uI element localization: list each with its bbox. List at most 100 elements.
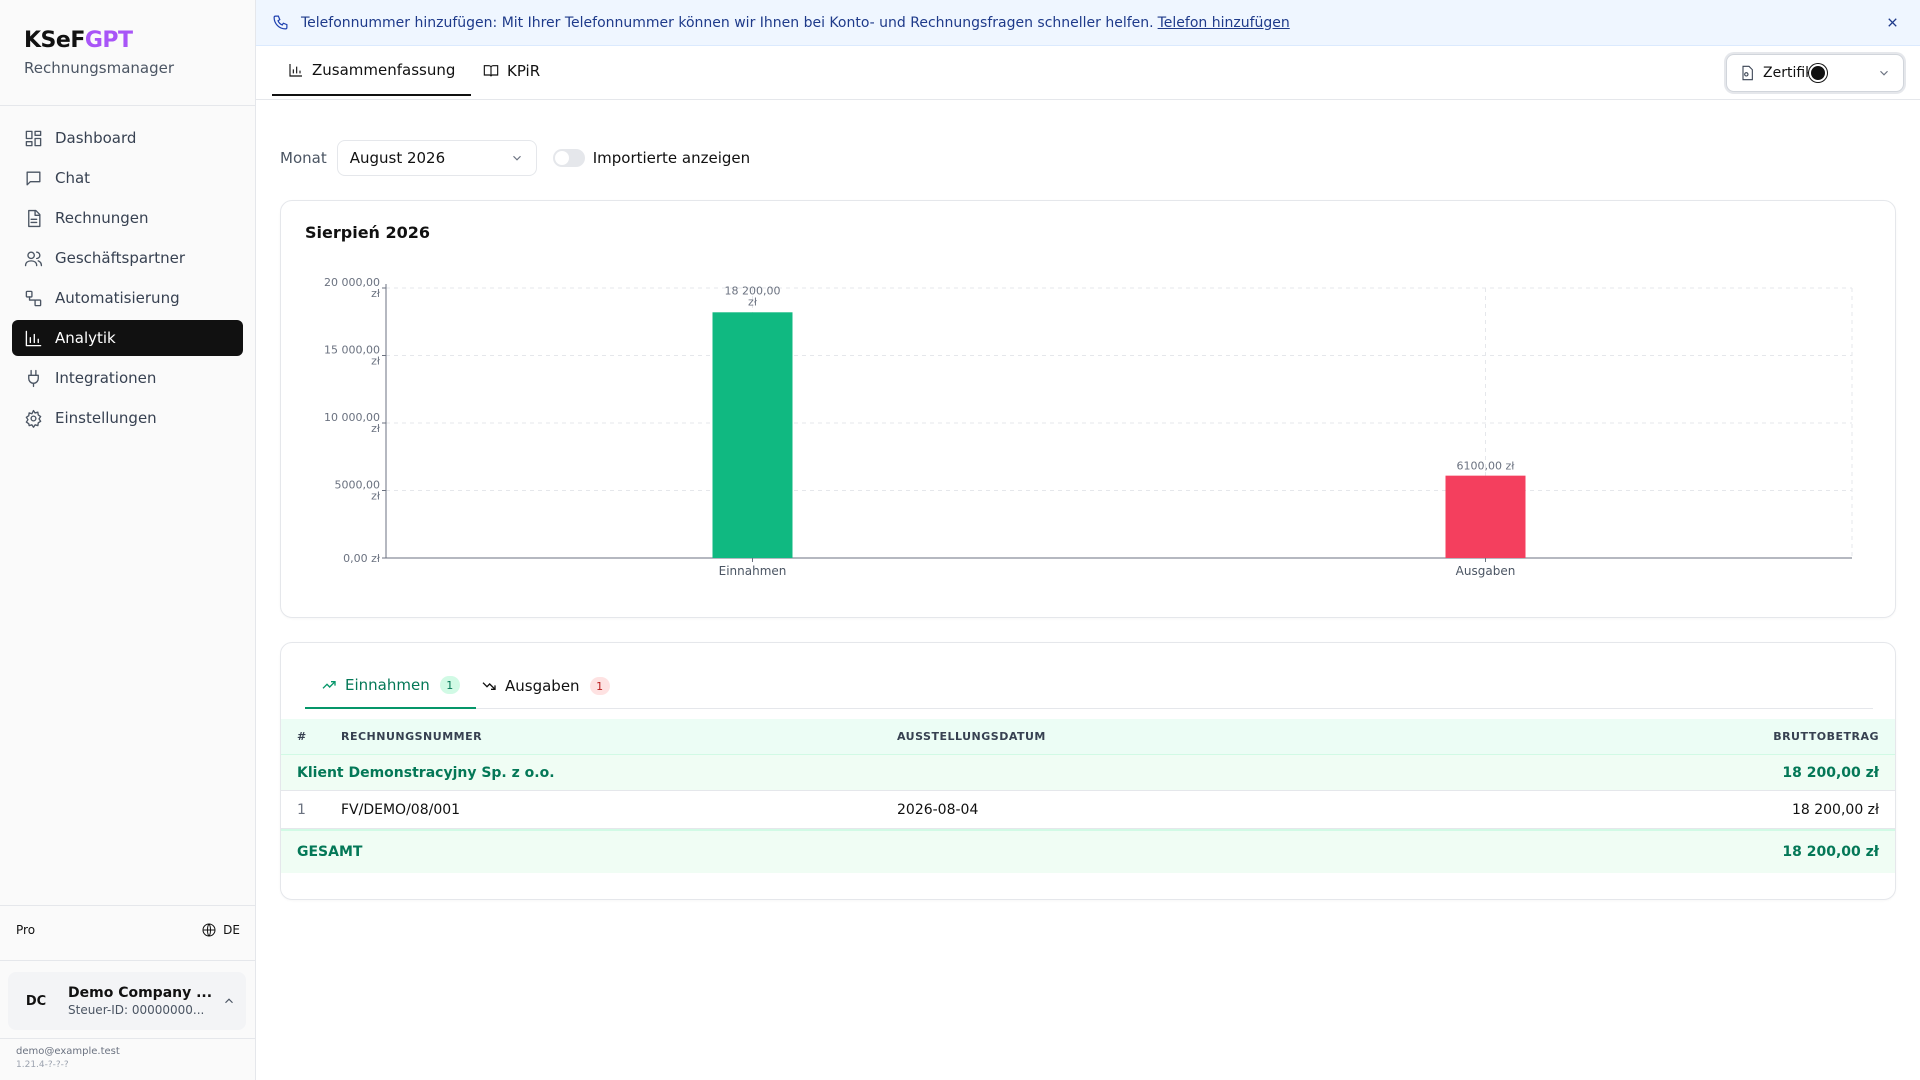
- company-name: Demo Company ...: [68, 985, 213, 1001]
- month-select-value: August 2026: [349, 149, 446, 167]
- sidebar-item-invoices[interactable]: Rechnungen: [12, 200, 243, 236]
- x-tick-label: Einnahmen: [719, 564, 787, 578]
- brand-title-accent: GPT: [84, 28, 133, 53]
- globe-icon: [202, 923, 216, 937]
- sidebar-item-label: Dashboard: [55, 129, 137, 147]
- tab-label: KPiR: [507, 62, 541, 80]
- row-num: 1: [297, 801, 306, 818]
- chart-card: Sierpień 2026 0,00 zł 5000,00 zł 10 000,00 z…: [280, 200, 1896, 618]
- sidebar-item-label: Geschäftspartner: [55, 249, 185, 267]
- sidebar-item-partners[interactable]: Geschäftspartner: [12, 240, 243, 276]
- phone-banner: Telefonnummer hinzufügen: Mit Ihrer Tele…: [256, 0, 1920, 46]
- chart-title: Sierpień 2026: [305, 223, 431, 242]
- invoice-icon: [28, 209, 41, 227]
- brand-logo[interactable]: KSeFGPT: [24, 28, 174, 53]
- sidebar-item-analytics[interactable]: Analytik: [12, 320, 243, 356]
- tab-label: Ausgaben: [505, 677, 580, 695]
- invoice-table-card: Einnahmen 1 Ausgaben 1 # RECHNUNGSNUMMER…: [280, 642, 1896, 900]
- tab-income[interactable]: Einnahmen 1: [305, 663, 476, 709]
- sidebar-item-label: Chat: [55, 169, 91, 187]
- sidebar-item-label: Analytik: [55, 329, 116, 347]
- banner-text: Telefonnummer hinzufügen: Mit Ihrer Tele…: [301, 14, 1154, 31]
- income-expense-tabs: Einnahmen 1 Ausgaben 1: [305, 663, 1873, 709]
- sidebar-item-automation[interactable]: Automatisierung: [12, 280, 243, 316]
- certificate-select[interactable]: Zertifik: [1726, 54, 1904, 92]
- company-switcher[interactable]: DC Demo Company ... Steuer-ID: 00000000.…: [8, 972, 246, 1030]
- certificate-icon: [1742, 65, 1753, 81]
- partner-name: Klient Demonstracyjny Sp. z o.o.: [297, 764, 555, 781]
- language-label: DE: [223, 923, 240, 937]
- total-label: GESAMT: [297, 844, 363, 860]
- bar-ausgaben: [1445, 475, 1526, 558]
- brand-subtitle: Rechnungsmanager: [24, 59, 175, 77]
- phone-icon: [273, 15, 288, 30]
- y-tick-label: zł: [371, 355, 381, 368]
- add-phone-link[interactable]: Telefon hinzufügen: [1157, 14, 1290, 31]
- y-tick-label: 10 000,00: [324, 411, 380, 424]
- avatar: DC: [18, 983, 54, 1019]
- y-tick-label: zł: [371, 422, 381, 435]
- sidebar-item-label: Rechnungen: [55, 209, 149, 227]
- tab-label: Zusammenfassung: [312, 61, 456, 79]
- sidebar-item-dashboard[interactable]: Dashboard: [12, 120, 243, 156]
- bar-einnahmen: [712, 312, 793, 558]
- language-switcher[interactable]: DE: [201, 922, 240, 938]
- table-row[interactable]: 1 FV/DEMO/08/001 2026-08-04 18 200,00 zł: [281, 791, 1895, 829]
- bar-value-label: zł: [748, 295, 758, 308]
- bar-chart-icon: [289, 64, 302, 77]
- sidebar-divider: [0, 1038, 255, 1039]
- partner-group-row[interactable]: Klient Demonstracyjny Sp. z o.o. 18 200,…: [281, 755, 1895, 791]
- sidebar-item-chat[interactable]: Chat: [12, 160, 243, 196]
- users-icon: [24, 250, 43, 266]
- issue-date: 2026-08-04: [897, 801, 979, 818]
- col-header-issue-date[interactable]: AUSSTELLUNGSDATUM: [897, 730, 1046, 743]
- bar-value-label: 6100,00 zł: [1457, 460, 1516, 473]
- chevron-up-icon: [225, 998, 233, 1004]
- workflow-icon: [25, 290, 42, 306]
- user-email: demo@example.test: [16, 1046, 120, 1057]
- y-tick-label: zł: [371, 490, 381, 503]
- bar-chart-icon: [25, 330, 42, 346]
- bar-value-label: 18 200,00: [725, 284, 781, 297]
- tab-label: Einnahmen: [345, 676, 430, 694]
- plug-icon: [28, 369, 39, 387]
- sidebar-divider: [0, 905, 255, 906]
- certificate-select-value: Zertifik: [1763, 65, 1814, 81]
- sidebar-item-label: Automatisierung: [55, 289, 180, 307]
- sidebar-divider: [0, 960, 255, 961]
- brand-title-main: KSeF: [24, 28, 85, 53]
- total-amount: 18 200,00 zł: [1782, 844, 1879, 860]
- sidebar-item-settings[interactable]: Einstellungen: [12, 400, 243, 436]
- app-version: 1.21.4-?-?-?: [16, 1060, 69, 1070]
- plan-label: Pro: [16, 923, 36, 937]
- sidebar-item-label: Integrationen: [55, 369, 157, 387]
- chevron-down-icon: [1880, 70, 1888, 76]
- chat-icon: [26, 170, 41, 186]
- brand: KSeFGPT Rechnungsmanager: [24, 28, 174, 77]
- tab-expenses[interactable]: Ausgaben 1: [465, 663, 626, 709]
- col-header-invoice-number[interactable]: RECHNUNGSNUMMER: [341, 730, 483, 743]
- close-icon[interactable]: [1885, 15, 1900, 30]
- page-tabs: Zusammenfassung KPiR Zertifik: [256, 46, 1920, 100]
- sidebar: KSeFGPT Rechnungsmanager Dashboard Chat …: [0, 0, 256, 1080]
- y-tick-label: zł: [371, 287, 381, 300]
- tab-kpir[interactable]: KPiR: [467, 46, 556, 96]
- y-tick-label: 5000,00: [335, 479, 381, 492]
- imported-toggle[interactable]: [552, 149, 585, 167]
- y-tick-label: 0,00 zł: [343, 552, 381, 565]
- col-header-num: #: [297, 730, 307, 743]
- imported-toggle-label: Importierte anzeigen: [592, 149, 751, 167]
- sidebar-item-integrations[interactable]: Integrationen: [12, 360, 243, 396]
- month-select[interactable]: August 2026: [336, 140, 537, 176]
- sidebar-divider: [0, 105, 255, 106]
- invoice-number: FV/DEMO/08/001: [341, 801, 461, 818]
- col-header-gross-amount[interactable]: BRUTTOBETRAG: [1773, 730, 1879, 743]
- tab-summary[interactable]: Zusammenfassung: [272, 46, 472, 96]
- cursor-dot: [1809, 64, 1828, 82]
- x-tick-label: Ausgaben: [1456, 564, 1516, 578]
- plan-row: Pro DE: [16, 922, 240, 938]
- month-label: Monat: [280, 149, 327, 167]
- company-info: Demo Company ... Steuer-ID: 00000000...: [68, 985, 222, 1017]
- trending-down-icon: [482, 682, 496, 690]
